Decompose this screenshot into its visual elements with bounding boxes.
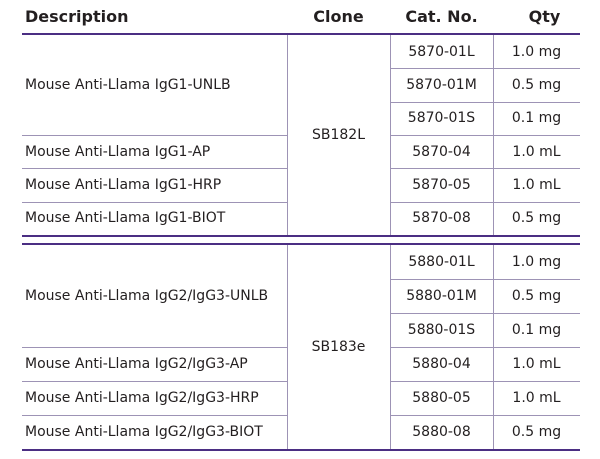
column-rule (390, 35, 391, 235)
cat-cell: 5870-05 (412, 176, 471, 193)
column-rule (390, 245, 391, 449)
column-rule (493, 245, 494, 449)
cat-cell: 5880-05 (412, 390, 471, 406)
row-rule (390, 313, 580, 314)
description-cell: Mouse Anti-Llama IgG2/IgG3-HRP (25, 390, 259, 406)
cat-cell: 5870-01S (407, 110, 476, 127)
description-cell: Mouse Anti-Llama IgG1-BIOT (25, 210, 226, 227)
row-rule (390, 134, 580, 136)
qty-cell: 0.5 mg (511, 210, 562, 227)
row-rule (22, 168, 287, 170)
qty-cell: 0.1 mg (511, 110, 562, 127)
group-rule (22, 234, 580, 237)
qty-cell: 1.0 mg (511, 43, 562, 60)
description-cell: Mouse Anti-Llama IgG2/IgG3-BIOT (25, 424, 263, 440)
description-cell: Mouse Anti-Llama IgG1-HRP (25, 176, 222, 193)
column-rule (287, 35, 288, 235)
row-rule (390, 101, 580, 103)
cat-cell: 5880-01M (406, 288, 477, 304)
cat-cell: 5870-04 (412, 143, 471, 160)
clone-cell: SB182L (311, 126, 365, 143)
row-rule (390, 381, 580, 382)
header-cell: Clone (313, 7, 364, 26)
row-rule (22, 201, 287, 203)
cat-cell: 5880-08 (412, 424, 471, 440)
row-rule (390, 415, 580, 416)
cat-cell: 5880-01L (408, 254, 475, 270)
qty-cell: 0.5 mg (511, 288, 562, 304)
qty-cell: 1.0 mL (512, 356, 561, 372)
group-rule (22, 449, 580, 451)
group-rule (22, 243, 580, 245)
clone-cell: SB183e (311, 339, 366, 355)
cat-cell: 5870-01M (406, 76, 477, 93)
qty-cell: 1.0 mL (512, 390, 561, 406)
qty-cell: 1.0 mg (511, 254, 562, 270)
row-rule (390, 201, 580, 203)
column-rule (493, 35, 494, 235)
row-rule (390, 68, 580, 70)
row-rule (390, 279, 580, 280)
qty-cell: 1.0 mL (512, 143, 561, 160)
header-cell: Qty (528, 7, 561, 26)
row-rule (390, 168, 580, 170)
row-rule (22, 347, 287, 348)
row-rule (22, 381, 287, 382)
column-rule (287, 245, 288, 449)
header-cell: Cat. No. (405, 7, 478, 26)
description-cell: Mouse Anti-Llama IgG1-AP (25, 143, 211, 160)
description-cell: Mouse Anti-Llama IgG2/IgG3-UNLB (25, 288, 269, 304)
qty-cell: 0.5 mg (511, 424, 562, 440)
row-rule (390, 347, 580, 348)
cat-cell: 5870-01L (408, 43, 475, 60)
cat-cell: 5880-04 (412, 356, 471, 372)
row-rule (22, 134, 287, 136)
cat-cell: 5870-08 (412, 210, 471, 227)
description-cell: Mouse Anti-Llama IgG2/IgG3-AP (25, 356, 248, 372)
header-cell: Description (25, 7, 129, 26)
cat-cell: 5880-01S (407, 322, 476, 338)
qty-cell: 0.5 mg (511, 76, 562, 93)
qty-cell: 0.1 mg (511, 322, 562, 338)
header-rule (22, 33, 580, 35)
qty-cell: 1.0 mL (512, 176, 561, 193)
row-rule (22, 415, 287, 416)
description-cell: Mouse Anti-Llama IgG1-UNLB (25, 76, 231, 93)
